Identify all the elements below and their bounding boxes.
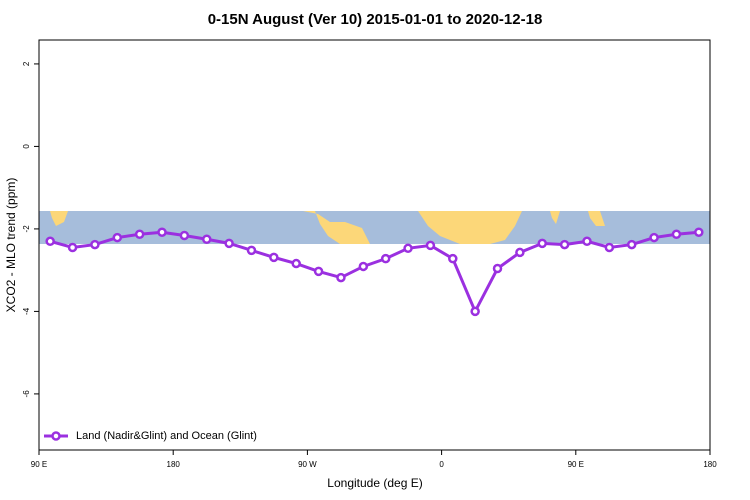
point	[425, 240, 436, 251]
y-tick-label: 0	[22, 144, 31, 149]
legend-label: Land (Nadir&Glint) and Ocean (Glint)	[76, 430, 257, 442]
point	[380, 253, 391, 264]
chart-title: 0-15N August (Ver 10) 2015-01-01 to 2020…	[208, 11, 543, 28]
point	[90, 239, 100, 250]
point	[112, 232, 123, 243]
point	[67, 242, 78, 253]
x-tick-label: 90 E	[31, 460, 47, 469]
point	[694, 227, 704, 237]
point	[582, 236, 592, 247]
y-tick-label: -6	[22, 390, 31, 398]
series-line	[49, 230, 699, 315]
x-axis-label: Longitude (deg E)	[327, 476, 422, 490]
point	[403, 243, 413, 254]
point	[179, 230, 190, 241]
point	[626, 239, 637, 250]
x-tick-label: 180	[703, 460, 717, 469]
point	[246, 245, 257, 256]
y-tick-label: 2	[22, 61, 31, 66]
x-tick-label: 90 W	[298, 460, 317, 469]
point	[291, 258, 301, 269]
point	[537, 238, 547, 249]
y-tick-label: -4	[22, 307, 31, 315]
point	[224, 238, 234, 249]
point	[313, 266, 324, 277]
point	[515, 247, 525, 258]
point	[45, 236, 55, 247]
point	[269, 252, 279, 263]
point	[671, 229, 682, 240]
point	[336, 272, 346, 283]
legend-marker	[51, 431, 61, 441]
point	[604, 242, 615, 253]
x-tick-label: 180	[167, 460, 181, 469]
x-tick-label: 0	[439, 460, 444, 469]
map-band	[39, 211, 710, 244]
point	[157, 227, 167, 237]
point	[134, 229, 145, 240]
y-tick-label: -2	[22, 225, 31, 233]
point	[649, 232, 659, 243]
point	[470, 306, 480, 317]
point	[492, 263, 503, 274]
plot-frame	[38, 39, 711, 451]
x-tick-label: 90 E	[568, 460, 584, 469]
point	[358, 261, 369, 272]
y-axis-label: XCO2 - MLO trend (ppm)	[4, 178, 18, 313]
point	[202, 234, 212, 244]
point	[448, 253, 458, 264]
point	[559, 239, 570, 250]
